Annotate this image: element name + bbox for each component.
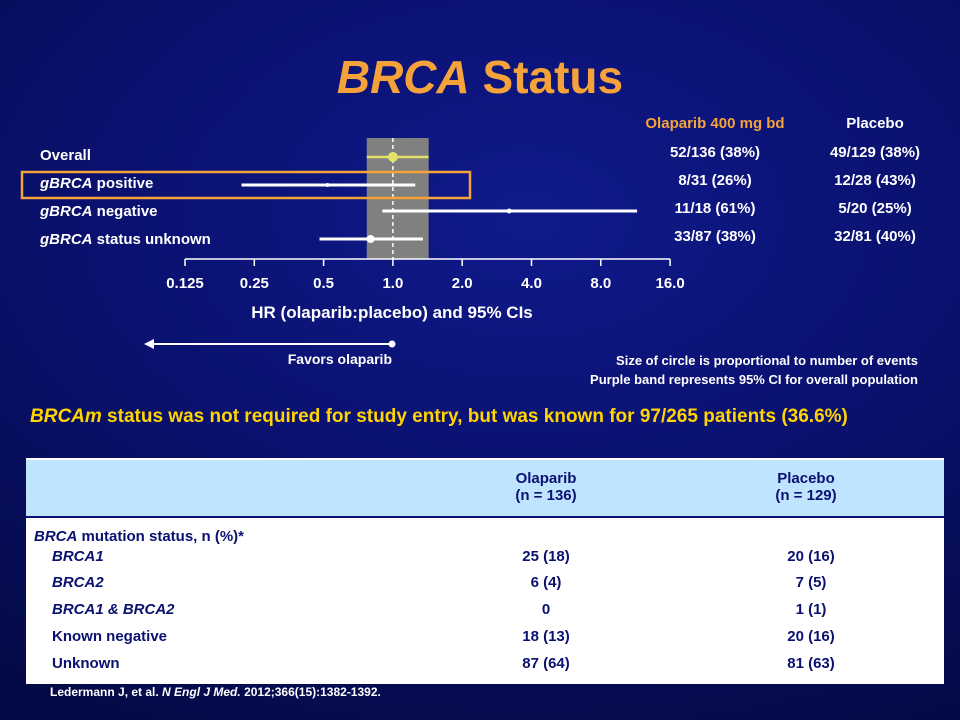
olaparib-column-header: Olaparib 400 mg bd — [645, 115, 785, 132]
hr-point — [366, 235, 375, 243]
olaparib-count-overall: 52/136 (38%) — [669, 144, 761, 161]
table-row-label: BRCA2 — [52, 574, 104, 591]
mutation-status-table: Olaparib (n = 136) Placebo (n = 129) BRCA … — [26, 458, 944, 684]
row-label-gbrca-unknown: gBRCA status unknown — [40, 231, 211, 248]
table-cell-placebo: 20 (16) — [787, 628, 835, 645]
hr-point — [387, 152, 398, 162]
olaparib-count-gbrca-unknown: 33/87 (38%) — [674, 228, 756, 245]
tick-label: 0.125 — [166, 275, 204, 292]
tick-label: 2.0 — [452, 275, 473, 292]
row-label-overall: Overall — [40, 147, 91, 164]
table-cell-olaparib: 0 — [541, 601, 551, 618]
tick-label: 16.0 — [655, 275, 684, 292]
table-row-label: BRCA1 & BRCA2 — [52, 601, 175, 618]
x-axis-label: HR (olaparib:placebo) and 95% CIs — [251, 303, 533, 322]
table-cell-olaparib: 18 (13) — [522, 628, 570, 645]
row-label-gbrca-negative: gBRCA negative — [40, 203, 158, 220]
tick-label: 8.0 — [590, 275, 611, 292]
note-circle-size: Size of circle is proportional to number… — [616, 353, 918, 368]
slide-title: BRCA Status — [0, 50, 960, 104]
header-placebo: Placebo (n = 129) — [775, 470, 837, 504]
table-header: Olaparib (n = 136) Placebo (n = 129) — [26, 460, 944, 518]
table-cell-placebo: 81 (63) — [787, 655, 835, 672]
tick-label: 0.25 — [240, 275, 269, 292]
table-cell-olaparib: 87 (64) — [522, 655, 570, 672]
header-olaparib: Olaparib (n = 136) — [515, 470, 577, 504]
study-entry-statement: BRCAm status was not required for study … — [30, 406, 848, 427]
placebo-column-header: Placebo — [846, 115, 904, 132]
table-cell-olaparib: 6 (4) — [530, 574, 562, 591]
x-axis-ticks: 0.125 0.25 0.5 1.0 2.0 4.0 8.0 16.0 — [166, 259, 685, 292]
table-cell-placebo: 20 (16) — [787, 548, 835, 565]
tick-label: 1.0 — [382, 275, 403, 292]
olaparib-count-gbrca-positive: 8/31 (26%) — [678, 172, 752, 189]
table-row-label: Known negative — [52, 628, 168, 645]
favors-arrow-head — [144, 339, 154, 349]
favors-arrow-origin — [388, 340, 396, 348]
favors-label: Favors olaparib — [288, 351, 392, 367]
table-row-label: BRCA1 — [52, 548, 104, 565]
placebo-count-gbrca-positive: 12/28 (43%) — [834, 172, 916, 189]
forest-plot: 0.125 0.25 0.5 1.0 2.0 4.0 8.0 16.0 HR (olapari… — [20, 138, 685, 367]
placebo-count-gbrca-negative: 5/20 (25%) — [838, 200, 912, 217]
section-label: BRCA mutation status, n (%)* — [34, 528, 245, 545]
hr-point — [506, 208, 512, 214]
tick-label: 0.5 — [313, 275, 334, 292]
placebo-count-overall: 49/129 (38%) — [829, 144, 921, 161]
highlight-box — [20, 170, 472, 200]
table-cell-olaparib: 25 (18) — [522, 548, 570, 565]
title-rest: Status — [469, 51, 624, 103]
row-label-gbrca-positive: gBRCA positive — [40, 175, 154, 192]
table-row-label: Unknown — [52, 655, 120, 672]
table-cell-placebo: 7 (5) — [795, 574, 827, 591]
placebo-count-gbrca-unknown: 32/81 (40%) — [834, 228, 916, 245]
citation: Ledermann J, et al. N Engl J Med. 2012;3… — [50, 685, 381, 699]
olaparib-count-gbrca-negative: 11/18 (61%) — [674, 200, 756, 217]
tick-label: 4.0 — [521, 275, 542, 292]
table-cell-placebo: 1 (1) — [795, 601, 827, 618]
title-italic: BRCA — [336, 51, 470, 103]
note-band: Purple band represents 95% CI for overal… — [590, 372, 918, 387]
forest-rows — [241, 152, 638, 243]
hr-point — [325, 183, 330, 187]
